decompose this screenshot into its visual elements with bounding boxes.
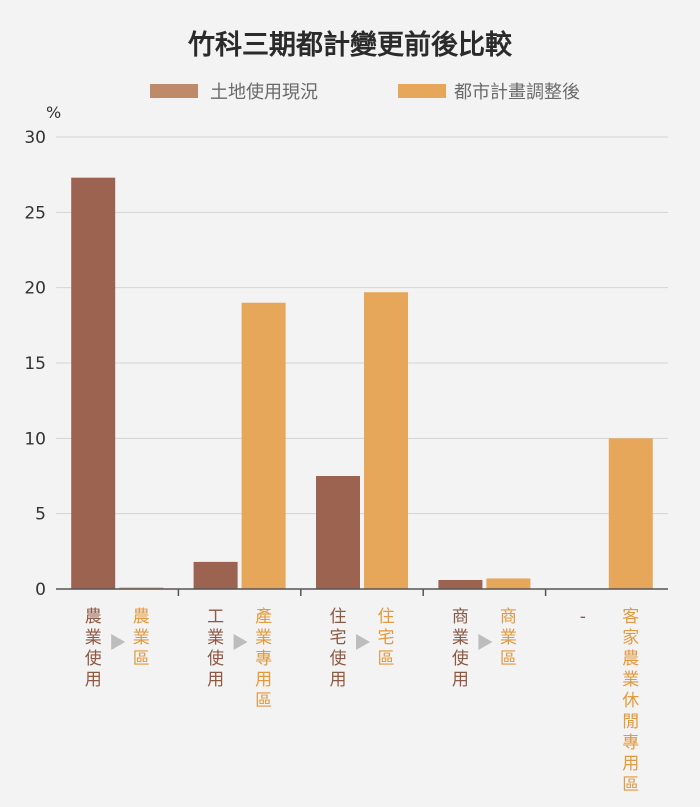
legend-swatch-land-use (150, 84, 198, 98)
category-label-before: 用 (452, 670, 469, 690)
bar (71, 177, 116, 589)
category-label-after: 產 (255, 607, 272, 627)
chart-title: 竹科三期都計變更前後比較 (187, 29, 513, 61)
x-axis-ticks (177, 589, 547, 596)
triangle-right-icon (233, 634, 248, 650)
category-label-before: 使 (330, 648, 347, 669)
bar (241, 302, 286, 589)
y-tick-label: 0 (35, 580, 46, 600)
category-label-after: 區 (255, 691, 272, 711)
category-label-after: 休 (622, 691, 639, 711)
triangle-right-icon (356, 634, 370, 650)
category-label-after: 宅 (378, 628, 395, 648)
category-label-after: 專 (622, 733, 639, 753)
category-label-before: 住 (330, 607, 347, 627)
category-label-after: 農 (622, 649, 639, 669)
category-label-after: 區 (622, 775, 639, 795)
category-label-before: 使 (207, 648, 224, 669)
category-label-after: 閒 (622, 712, 639, 732)
category-label-after: 用 (255, 670, 272, 690)
legend-label-land-use: 土地使用現況 (210, 82, 318, 103)
category-label-after: 商 (500, 607, 517, 627)
y-tick-label: 10 (24, 429, 46, 449)
category-label-before: - (580, 607, 586, 627)
category-label-before: 用 (207, 670, 224, 690)
category-label-before: 用 (330, 670, 347, 690)
category-label-after: 業 (622, 670, 639, 690)
category-label-before: 農 (85, 607, 102, 627)
category-label-after: 客 (622, 607, 639, 627)
category-label-after: 家 (622, 628, 639, 648)
gridlines (56, 136, 668, 515)
category-label-before: 商 (452, 607, 469, 627)
bar (364, 292, 408, 589)
category-label-before: 宅 (330, 628, 347, 648)
y-tick-label: 15 (24, 354, 46, 374)
category-label-after: 農 (133, 607, 150, 627)
category-label-after: 業 (500, 628, 517, 648)
bar (193, 561, 238, 589)
triangle-right-icon (111, 634, 126, 650)
bars (71, 177, 653, 589)
y-tick-label: 5 (35, 505, 46, 525)
category-label-before: 業 (452, 628, 469, 648)
category-label-after: 用 (622, 754, 639, 774)
triangle-right-icon (478, 634, 493, 650)
category-label-before: 用 (85, 670, 102, 690)
category-label-before: 工 (207, 607, 224, 627)
y-tick-label: 20 (24, 279, 46, 299)
category-label-after: 專 (255, 649, 272, 669)
category-label-after: 區 (378, 649, 395, 669)
category-label-after: 業 (133, 628, 150, 648)
category-label-after: 住 (378, 607, 395, 627)
legend-swatch-plan-adjusted (398, 84, 446, 98)
category-label-after: 區 (133, 649, 150, 669)
category-label-before: 業 (207, 628, 224, 648)
y-axis-ticks: 0 5 10 15 20 25 30 (24, 128, 46, 600)
bar (486, 578, 531, 589)
legend: 土地使用現況 都市計畫調整後 (150, 82, 580, 103)
y-tick-label: 25 (24, 203, 46, 223)
category-label-after: 業 (255, 628, 272, 648)
category-label-after: 區 (500, 649, 517, 669)
category-label-before: 業 (85, 628, 102, 648)
category-label-before: 使 (85, 648, 102, 669)
category-label-before: 使 (452, 648, 469, 669)
y-tick-label: 30 (24, 128, 46, 148)
bar (438, 579, 483, 589)
y-axis-unit: % (46, 103, 61, 122)
bar (316, 476, 360, 589)
bar (119, 587, 164, 589)
legend-label-plan-adjusted: 都市計畫調整後 (454, 82, 580, 103)
bar (608, 438, 653, 589)
